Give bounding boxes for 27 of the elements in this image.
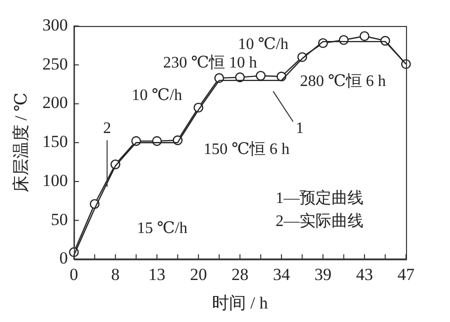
annotation: 15 ℃/h: [137, 220, 188, 238]
x-axis-title: 时间 / h: [212, 293, 268, 312]
x-tick-label: 39: [314, 264, 332, 284]
x-tick-label: 13: [148, 264, 166, 284]
annotation: 230 ℃恒 10 h: [163, 54, 258, 72]
y-tick-label: 100: [42, 170, 68, 190]
x-tick-label: 43: [356, 264, 373, 284]
y-tick-label: 200: [42, 93, 68, 112]
x-tick-label: 8: [111, 264, 120, 284]
y-tick-label: 250: [42, 54, 68, 74]
y-axis-title: 床层温度 / ℃: [12, 92, 31, 193]
x-tick-label: 47: [398, 264, 415, 284]
x-tick-label: 20: [190, 264, 207, 284]
y-tick-label: 50: [50, 210, 68, 229]
x-tick-label: 34: [272, 264, 290, 284]
annotation: 1—预定曲线: [276, 188, 364, 207]
annotation: 150 ℃恒 6 h: [204, 140, 290, 158]
annotation: 280 ℃恒 6 h: [300, 73, 386, 90]
y-tick-label: 300: [42, 15, 68, 34]
y-tick-label: 0: [59, 248, 68, 268]
series-label: 2: [103, 120, 112, 137]
x-tick-label: 28: [231, 264, 248, 284]
annotation: 10 ℃/h: [238, 36, 288, 53]
annotation: 10 ℃/h: [132, 87, 182, 104]
annotation: 2—实际曲线: [276, 212, 364, 230]
text: 1: [296, 120, 304, 137]
y-tick-label: 150: [42, 132, 68, 152]
